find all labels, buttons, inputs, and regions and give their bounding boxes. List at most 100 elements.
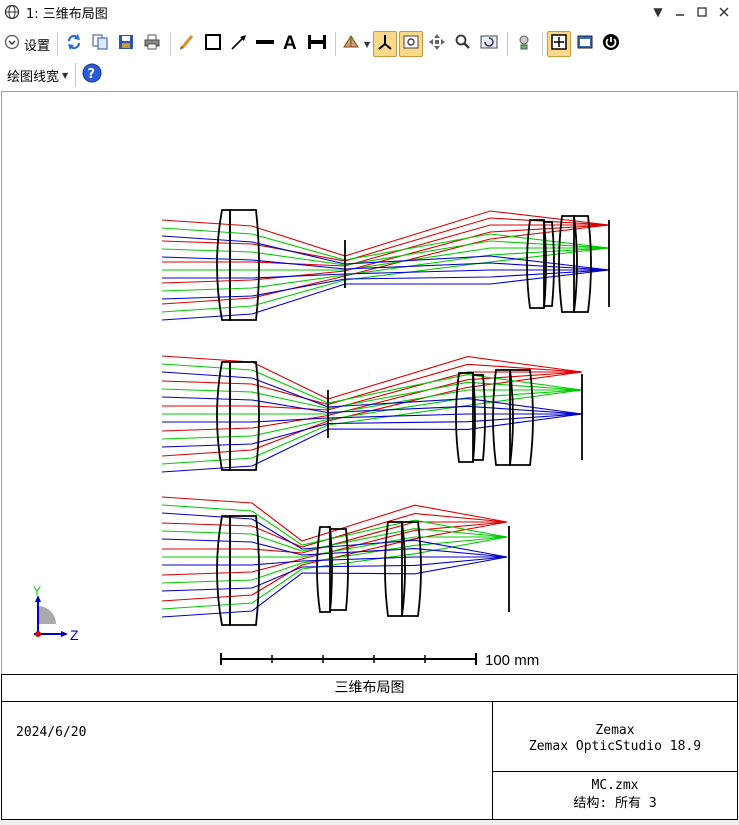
settings-button[interactable]: 设置	[3, 31, 51, 57]
line-width-dropdown[interactable]: 绘图线宽 ▼	[6, 62, 69, 88]
lamp-icon	[515, 33, 533, 55]
scale-bar-label: 100 mm	[485, 652, 539, 669]
refresh-icon	[65, 33, 83, 55]
rotate-view-button[interactable]: ▼	[340, 31, 371, 57]
ray-blue	[161, 538, 508, 558]
ray-green	[161, 389, 583, 465]
axis-triad-quadrant	[38, 606, 56, 624]
window-menu-dropdown-icon[interactable]: ▼	[653, 5, 663, 19]
product-name: Zemax OpticStudio 18.9	[528, 739, 702, 754]
arrow-tool-button[interactable]	[227, 31, 251, 57]
plot-info-block: 三维布局图 2024/6/20 Zemax Zemax OpticStudio …	[1, 674, 738, 820]
window-layout-button[interactable]	[573, 31, 597, 57]
axis-y-label: Y	[33, 584, 41, 598]
magnifier-icon	[454, 33, 472, 55]
pan-button[interactable]	[425, 31, 449, 57]
ray-green	[161, 247, 610, 313]
print-button[interactable]	[140, 31, 164, 57]
footer-divider-horizontal	[492, 771, 737, 772]
lens-element	[329, 528, 349, 611]
lens-element	[216, 209, 231, 321]
line-icon	[255, 33, 275, 55]
pan-arrows-icon	[428, 33, 446, 55]
minimize-icon[interactable]	[669, 1, 691, 23]
power-icon	[602, 33, 620, 55]
ray-red	[161, 521, 508, 576]
chevron-down-circle-icon	[4, 34, 20, 54]
file-name: MC.zmx	[591, 778, 639, 793]
software-info: Zemax Zemax OpticStudio 18.9	[493, 723, 737, 755]
axis-y-arrowhead	[35, 595, 41, 602]
lens-element	[229, 515, 260, 626]
pencil-tool-button[interactable]	[175, 31, 199, 57]
company-name: Zemax	[595, 723, 635, 738]
text-a-icon: A	[282, 33, 300, 55]
close-icon[interactable]	[713, 1, 735, 23]
globe-icon	[3, 3, 21, 21]
toolbar-separator	[542, 32, 544, 56]
lens-element	[573, 215, 592, 313]
axis-icon	[376, 33, 394, 55]
rotate-3d-icon	[341, 33, 361, 55]
pencil-icon	[178, 33, 196, 55]
settings-label: 设置	[24, 38, 51, 54]
toolbar-separator	[75, 63, 77, 87]
window-title: 1: 三维布局图	[26, 6, 108, 22]
reset-view-button[interactable]	[477, 31, 501, 57]
save-button[interactable]	[114, 31, 138, 57]
power-button[interactable]	[599, 31, 623, 57]
line-tool-button[interactable]	[253, 31, 277, 57]
ray-red	[162, 521, 507, 554]
axis-origin	[35, 631, 41, 637]
footer-divider-vertical	[492, 702, 493, 820]
lens-element	[526, 219, 547, 309]
help-icon: ?	[82, 63, 102, 87]
axis-z-label: Z	[70, 627, 79, 643]
svg-text:?: ?	[88, 67, 96, 82]
save-image-icon	[117, 33, 135, 55]
ray-blue	[161, 371, 583, 415]
ray-red	[161, 496, 508, 542]
toolbar-separator	[335, 32, 337, 56]
toolbar-main: 设置	[0, 28, 739, 60]
toolbar-separator	[57, 32, 59, 56]
copy-button[interactable]	[88, 31, 112, 57]
ray-blue	[161, 556, 508, 618]
ray-red	[161, 224, 610, 305]
reset-view-icon	[479, 33, 499, 55]
dimension-tool-button[interactable]	[305, 31, 329, 57]
ray-blue	[162, 556, 507, 566]
refresh-button[interactable]	[62, 31, 86, 57]
lens-element	[472, 374, 486, 461]
lens-element	[543, 221, 555, 307]
lens-element	[229, 361, 260, 471]
window-bottom-edge	[0, 820, 739, 825]
axis-view-button[interactable]	[373, 31, 398, 57]
file-info: MC.zmx 结构: 所有 3	[493, 777, 737, 813]
fit-view-button[interactable]	[547, 31, 572, 57]
lamp-button[interactable]	[512, 31, 536, 57]
layout-plot-svg: Y Z 100 mm	[33, 209, 610, 669]
zoom-window-button[interactable]	[399, 31, 424, 57]
axis-z-arrowhead	[61, 631, 68, 637]
help-button[interactable]: ?	[80, 62, 104, 88]
text-tool-button[interactable]: A	[279, 31, 303, 57]
window-layout-icon	[576, 33, 594, 55]
printer-icon	[143, 33, 161, 55]
toolbar-separator	[170, 32, 172, 56]
layout-plot-area[interactable]: Y Z 100 mm	[1, 91, 738, 674]
lens-layer	[216, 209, 610, 626]
scale-bar	[220, 653, 477, 665]
lens-element	[229, 209, 260, 321]
zoom-button[interactable]	[451, 31, 475, 57]
caret-down-icon: ▼	[62, 70, 69, 80]
maximize-icon[interactable]	[691, 1, 713, 23]
ray-red	[161, 513, 508, 548]
plot-title: 三维布局图	[2, 675, 737, 702]
toolbar-separator	[507, 32, 509, 56]
lens-element	[401, 521, 422, 617]
rectangle-tool-button[interactable]	[201, 31, 225, 57]
axis-triad: Y Z	[33, 584, 79, 643]
ray-green	[161, 536, 508, 584]
rectangle-icon	[204, 33, 222, 55]
